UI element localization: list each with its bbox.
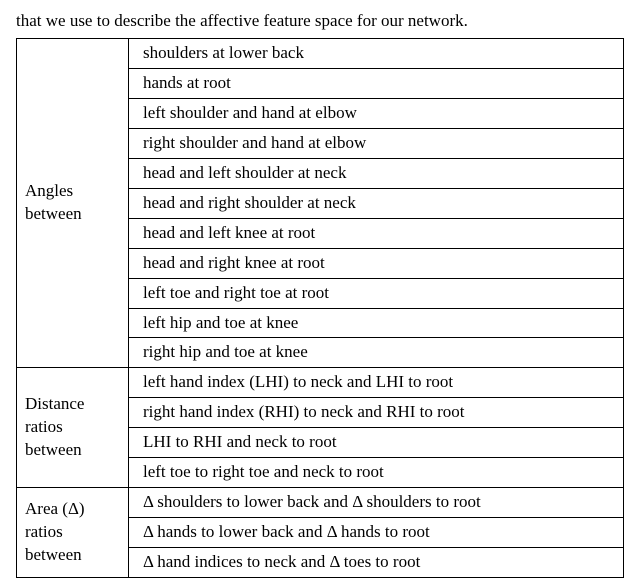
cell-value: Δ hand indices to neck and Δ toes to roo… <box>129 548 624 578</box>
cell-value: head and right shoulder at neck <box>129 188 624 218</box>
cell-value: head and left knee at root <box>129 218 624 248</box>
cell-value: left hip and toe at knee <box>129 308 624 338</box>
group-label-area: Area (Δ) ratios between <box>17 488 129 578</box>
feature-table: Angles between shoulders at lower back h… <box>16 38 624 578</box>
cell-value: LHI to RHI and neck to root <box>129 428 624 458</box>
cell-value: hands at root <box>129 69 624 99</box>
group-label-distance: Distance ratios between <box>17 368 129 488</box>
cell-value: right hand index (RHI) to neck and RHI t… <box>129 398 624 428</box>
cell-value: left shoulder and hand at elbow <box>129 98 624 128</box>
cell-value: Δ shoulders to lower back and Δ shoulder… <box>129 488 624 518</box>
table-row: Distance ratios between left hand index … <box>17 368 624 398</box>
cell-value: right hip and toe at knee <box>129 338 624 368</box>
cell-value: left toe and right toe at root <box>129 278 624 308</box>
cell-value: left toe to right toe and neck to root <box>129 458 624 488</box>
cell-value: left hand index (LHI) to neck and LHI to… <box>129 368 624 398</box>
table-caption: that we use to describe the affective fe… <box>16 10 624 32</box>
cell-value: head and right knee at root <box>129 248 624 278</box>
cell-value: shoulders at lower back <box>129 39 624 69</box>
table-row: Angles between shoulders at lower back <box>17 39 624 69</box>
cell-value: head and left shoulder at neck <box>129 158 624 188</box>
cell-value: right shoulder and hand at elbow <box>129 128 624 158</box>
cell-value: Δ hands to lower back and Δ hands to roo… <box>129 518 624 548</box>
table-row: Area (Δ) ratios between Δ shoulders to l… <box>17 488 624 518</box>
feature-table-body: Angles between shoulders at lower back h… <box>17 39 624 578</box>
group-label-angles: Angles between <box>17 39 129 368</box>
